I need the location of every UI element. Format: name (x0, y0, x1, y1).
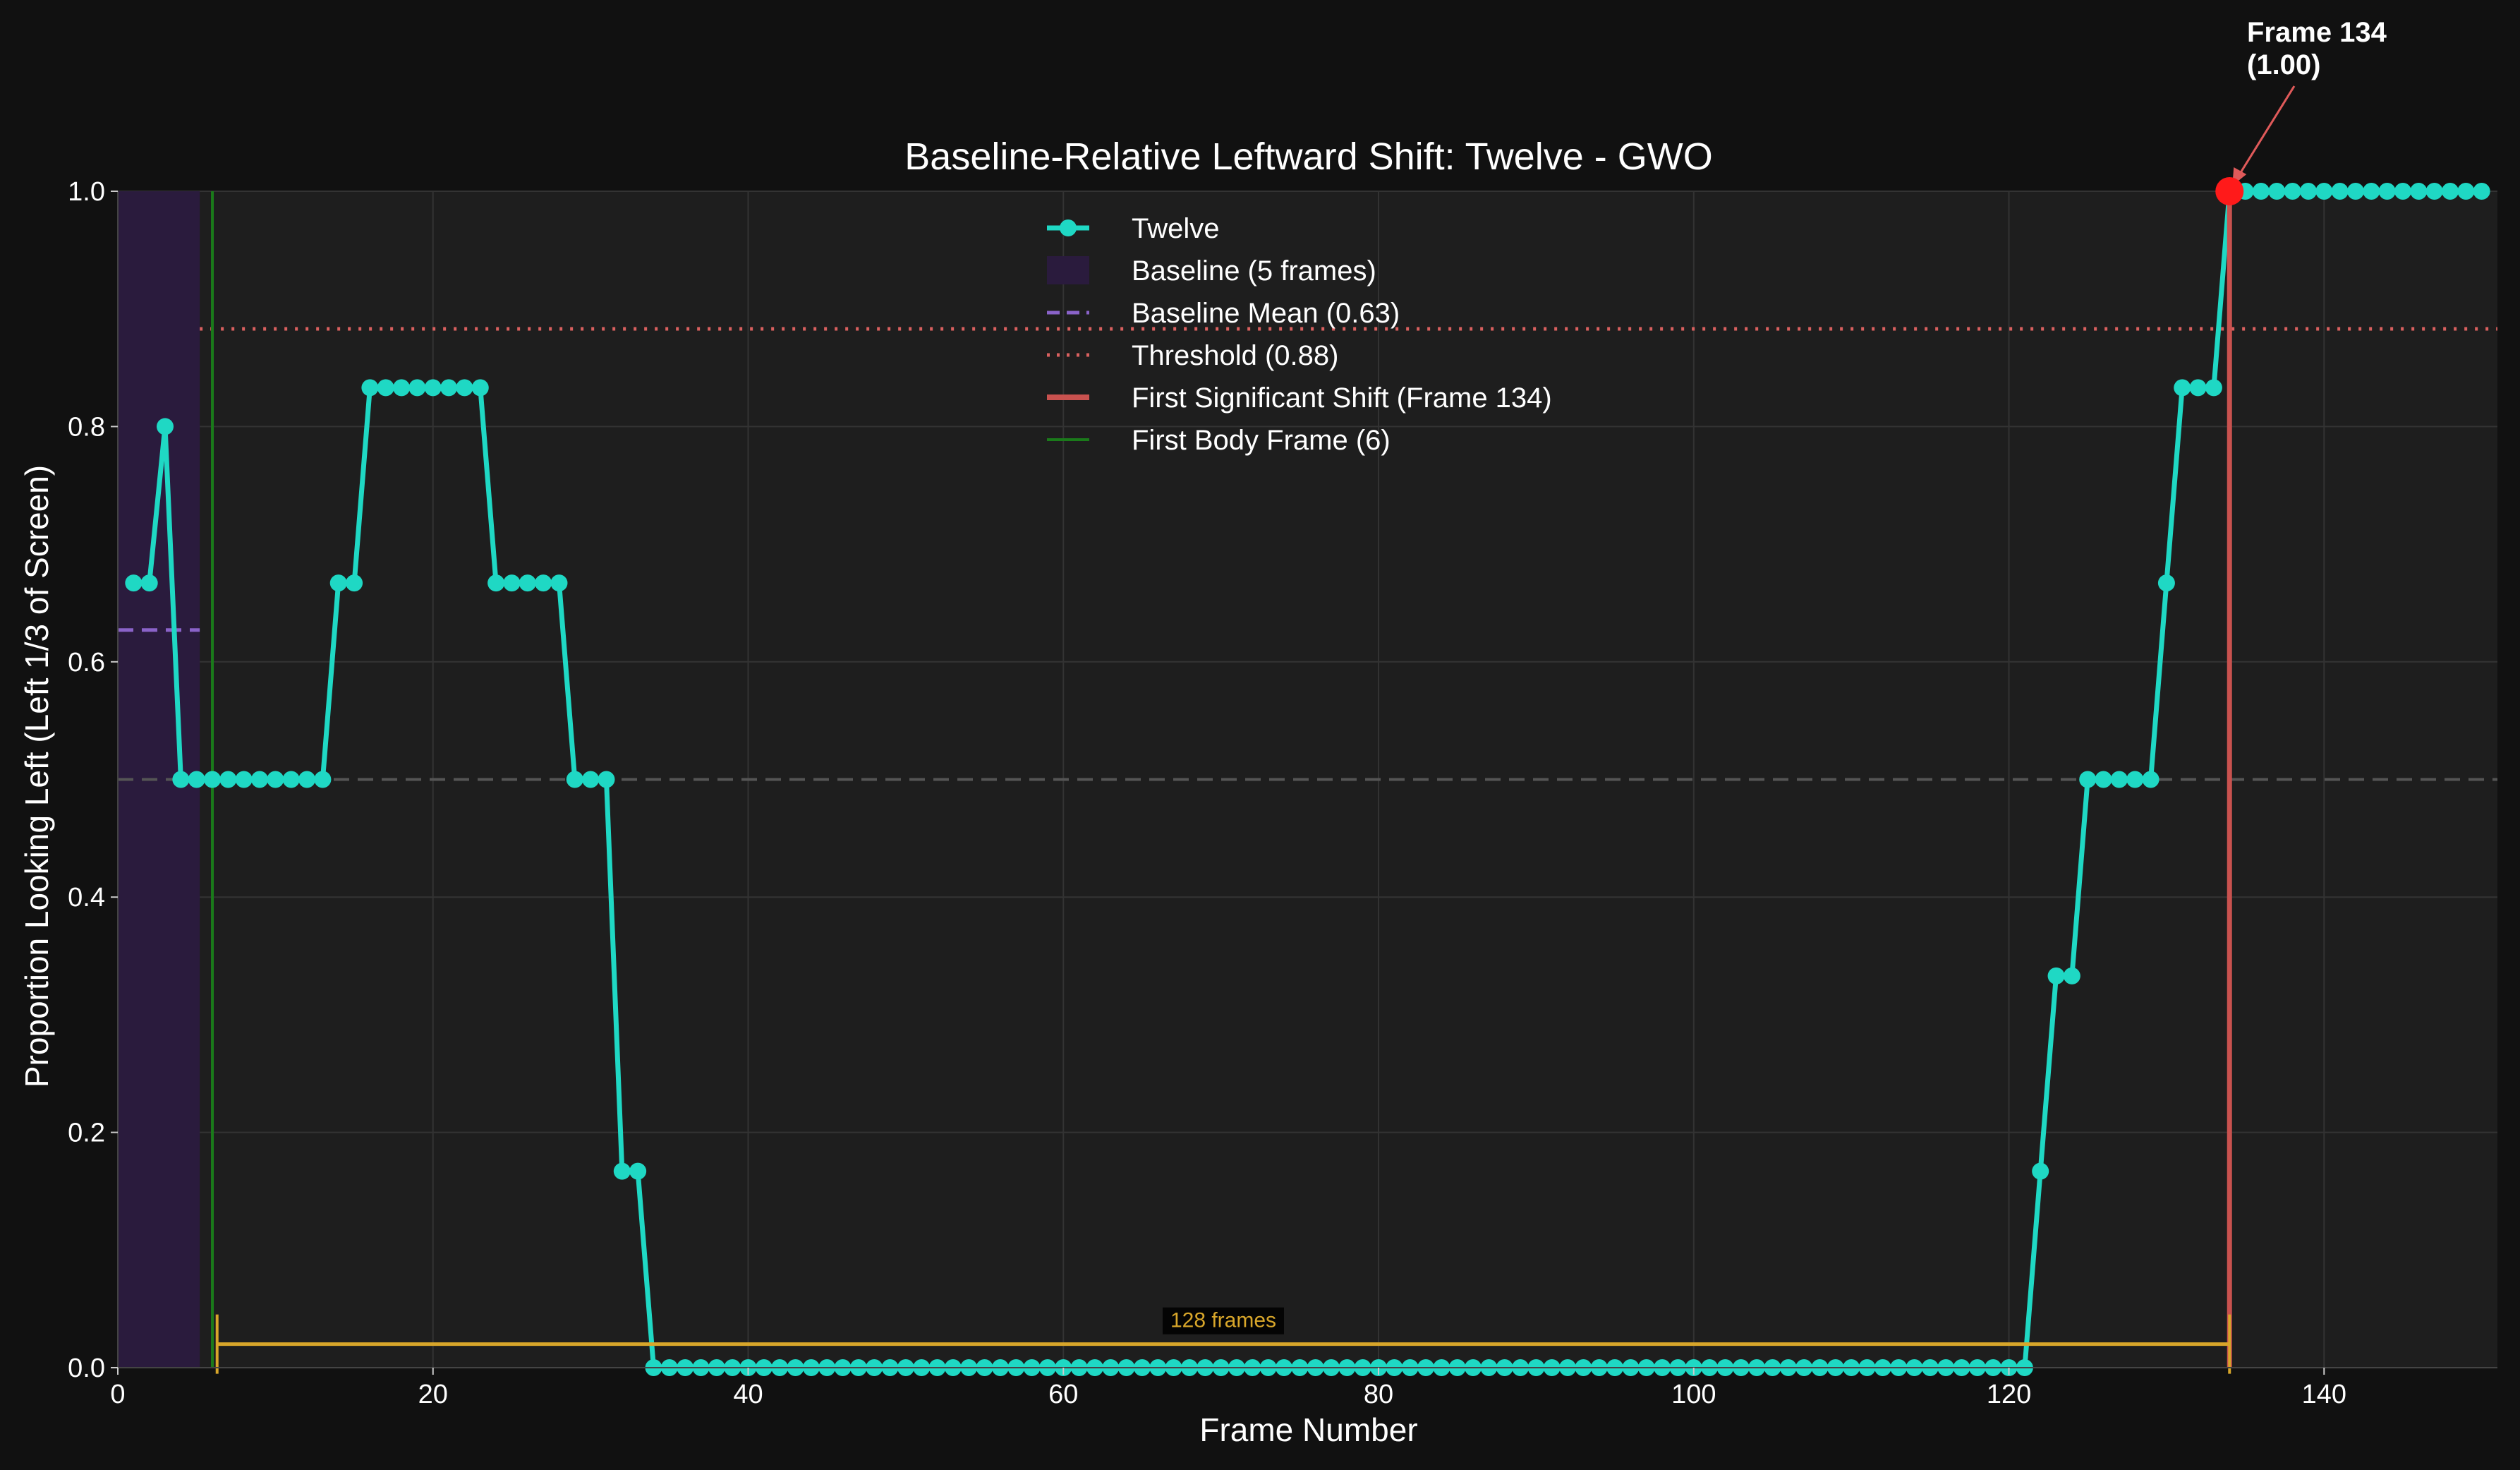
data-point (2441, 183, 2459, 200)
data-point (2142, 771, 2159, 788)
legend-swatch-marker (1060, 219, 1077, 236)
x-tick-label: 60 (1048, 1380, 1078, 1409)
data-point (440, 379, 458, 397)
data-point (188, 771, 205, 788)
data-point (172, 771, 190, 788)
data-point (329, 574, 347, 592)
data-point (346, 574, 363, 592)
bracket-label: 128 frames (1170, 1309, 1276, 1332)
data-point (251, 771, 269, 788)
bracket-label-background (1162, 1307, 1284, 1335)
data-point (361, 379, 379, 397)
legend-swatch-patch (1047, 256, 1089, 284)
overlay-layer: 128 frames Frame 134(1.00) (215, 17, 2387, 1374)
data-point (503, 574, 521, 592)
data-point (2063, 967, 2080, 984)
data-point (582, 771, 600, 788)
legend-label: Twelve (1132, 213, 1220, 244)
data-point (2174, 379, 2191, 397)
data-point (629, 1162, 647, 1180)
annotation-arrow-shaft (2234, 85, 2296, 182)
annotation-frame-label: Frame 134 (2247, 17, 2387, 48)
data-point (2363, 183, 2380, 200)
legend-label: Threshold (0.88) (1132, 340, 1338, 371)
data-point (2189, 379, 2207, 397)
data-point (519, 574, 536, 592)
x-tick-label: 140 (2302, 1380, 2346, 1409)
data-point (2157, 574, 2175, 592)
data-point (235, 771, 253, 788)
data-point (2378, 183, 2396, 200)
x-tick-label: 40 (733, 1380, 763, 1409)
data-point (282, 771, 300, 788)
data-point (2268, 183, 2286, 200)
data-point (2110, 771, 2128, 788)
y-tick-label: 0.4 (68, 883, 105, 912)
y-tick-label: 1.0 (68, 177, 105, 207)
data-point (2457, 183, 2475, 200)
legend-label: Baseline (5 frames) (1132, 255, 1376, 287)
data-point (2331, 183, 2349, 200)
first-shift-marker (2215, 177, 2244, 205)
data-point (2473, 183, 2490, 200)
x-tick-label: 20 (418, 1380, 448, 1409)
legend-label: Baseline Mean (0.63) (1132, 298, 1400, 329)
chart-title: Baseline-Relative Leftward Shift: Twelve… (904, 135, 1712, 178)
annotation-value-label: (1.00) (2247, 49, 2321, 80)
x-tick-label: 80 (1364, 1380, 1393, 1409)
data-point (535, 574, 552, 592)
grid (117, 191, 2497, 1368)
data-point (125, 574, 143, 592)
y-tick-label: 0.8 (68, 412, 105, 442)
data-point (613, 1162, 631, 1180)
y-tick-label: 0.6 (68, 648, 105, 677)
data-point (2410, 183, 2428, 200)
y-tick-label: 0.2 (68, 1119, 105, 1148)
data-point (377, 379, 394, 397)
data-point (2252, 183, 2270, 200)
x-tick-label: 120 (1987, 1380, 2031, 1409)
y-tick-label: 0.0 (68, 1354, 105, 1383)
data-point (140, 574, 158, 592)
data-point (2126, 771, 2144, 788)
data-point (2032, 1162, 2049, 1180)
x-tick-label: 100 (1671, 1380, 1716, 1409)
data-point (408, 379, 426, 397)
data-point (2394, 183, 2411, 200)
data-point (393, 379, 411, 397)
axes: 0 20 40 60 80 100 120 140 0.0 0.2 0.4 0.6 0.8 1.0 (68, 177, 2497, 1409)
data-point (2299, 183, 2317, 200)
data-point (2047, 967, 2065, 984)
legend-label: First Body Frame (6) (1132, 425, 1391, 456)
legend-label: First Significant Shift (Frame 134) (1132, 382, 1552, 414)
data-point (2284, 183, 2301, 200)
x-axis-label: Frame Number (1199, 1411, 1417, 1448)
data-point (2095, 771, 2112, 788)
data-point (219, 771, 237, 788)
data-point (2346, 183, 2364, 200)
data-point (2425, 183, 2443, 200)
data-point (267, 771, 284, 788)
data-point (598, 771, 615, 788)
data-point (298, 771, 316, 788)
legend: Twelve Baseline (5 frames) Baseline Mean (… (1047, 213, 1552, 456)
data-point (471, 379, 489, 397)
x-tick-label: 0 (110, 1380, 125, 1409)
data-point (157, 418, 174, 435)
data-point (424, 379, 442, 397)
data-point (456, 379, 473, 397)
data-point (566, 771, 583, 788)
data-point (2205, 379, 2222, 397)
data-point (2315, 183, 2333, 200)
data-point (550, 574, 568, 592)
data-point (2079, 771, 2097, 788)
data-point (314, 771, 332, 788)
reference-marks (118, 191, 2497, 1368)
data-point (204, 771, 222, 788)
data-point (487, 574, 505, 592)
y-axis-label: Proportion Looking Left (Left 1/3 of Scr… (18, 465, 55, 1088)
